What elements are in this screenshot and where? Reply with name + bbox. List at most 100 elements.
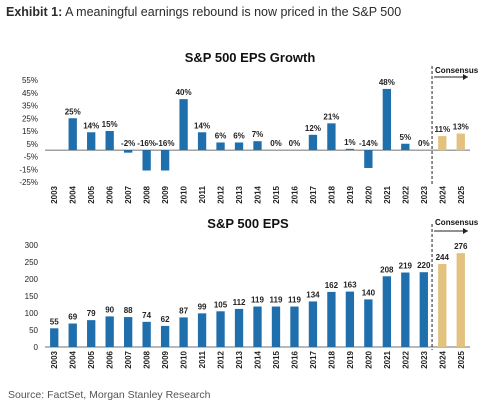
data-label-2010: 40% bbox=[176, 88, 192, 97]
data-label-2020: -14% bbox=[359, 139, 378, 148]
data-label-2018: 21% bbox=[323, 112, 339, 121]
exhibit-label: Exhibit 1: bbox=[6, 5, 63, 19]
data-label-2007: 88 bbox=[124, 306, 133, 315]
eps-growth-chart: S&P 500 EPS Growth 55% 45% 35% 25% 15% 5% -5% -1… bbox=[19, 50, 478, 204]
x-tick-label: 2012 bbox=[217, 185, 226, 203]
y-tick-label: 250 bbox=[25, 258, 39, 267]
source-note: Source: FactSet, Morgan Stanley Research bbox=[8, 389, 211, 401]
bar-2019 bbox=[345, 148, 355, 151]
data-label-2007: -2% bbox=[121, 139, 135, 148]
x-tick-label: 2009 bbox=[161, 185, 170, 203]
bar-2013 bbox=[234, 308, 244, 347]
y-tick-label: 5% bbox=[26, 140, 38, 149]
x-tick-label: 2013 bbox=[235, 185, 244, 203]
bar-2004 bbox=[68, 118, 77, 151]
consensus-arrowhead bbox=[463, 74, 468, 80]
y-tick-label: 45% bbox=[22, 89, 38, 98]
data-label-2021: 208 bbox=[380, 265, 394, 274]
data-label-2022: 5% bbox=[400, 133, 412, 142]
bar-2019 bbox=[345, 291, 355, 347]
bar-2025 bbox=[456, 253, 465, 347]
x-tick-label: 2004 bbox=[69, 185, 78, 203]
x-tick-label: 2017 bbox=[309, 350, 318, 368]
consensus-label: Consensus bbox=[435, 218, 479, 227]
bar-2016 bbox=[290, 306, 299, 347]
bar-2022 bbox=[401, 272, 410, 347]
data-label-2023: 220 bbox=[417, 261, 431, 270]
x-tick-label: 2010 bbox=[180, 350, 189, 368]
data-label-2005: 14% bbox=[83, 121, 99, 130]
data-label-2022: 219 bbox=[399, 262, 413, 271]
data-label-2003: 55 bbox=[50, 317, 59, 326]
y-tick-label: -25% bbox=[19, 178, 38, 187]
consensus-arrowhead bbox=[463, 228, 468, 234]
bar-2011 bbox=[197, 313, 207, 347]
bar-2005 bbox=[87, 320, 96, 347]
bar-2012 bbox=[216, 142, 225, 151]
x-tick-label: 2015 bbox=[272, 185, 281, 203]
bar-2006 bbox=[105, 131, 114, 151]
chart-title: S&P 500 EPS bbox=[207, 216, 289, 231]
x-tick-label: 2019 bbox=[346, 350, 355, 368]
data-label-2011: 14% bbox=[194, 121, 210, 130]
bar-2021 bbox=[382, 276, 392, 347]
data-label-2004: 69 bbox=[68, 313, 77, 322]
x-tick-label: 2007 bbox=[124, 185, 133, 203]
y-tick-label: 100 bbox=[25, 309, 39, 318]
x-tick-label: 2006 bbox=[106, 350, 115, 368]
data-label-2023: 0% bbox=[418, 139, 430, 148]
data-label-2009: -16% bbox=[156, 139, 175, 148]
data-label-2012: 6% bbox=[215, 131, 227, 140]
data-label-2005: 79 bbox=[87, 309, 96, 318]
x-tick-label: 2008 bbox=[143, 350, 152, 368]
data-label-2014: 119 bbox=[251, 296, 264, 305]
bar-2013 bbox=[234, 142, 244, 151]
bar-2007 bbox=[123, 317, 133, 347]
y-tick-label: 300 bbox=[25, 241, 39, 250]
data-label-2012: 105 bbox=[214, 300, 228, 309]
bar-2014 bbox=[253, 141, 262, 151]
x-tick-label: 2007 bbox=[124, 350, 133, 368]
x-tick-label: 2020 bbox=[364, 350, 373, 368]
data-label-2016: 0% bbox=[289, 139, 301, 148]
y-tick-label: -5% bbox=[24, 153, 38, 162]
x-tick-label: 2018 bbox=[327, 185, 336, 203]
bar-2006 bbox=[105, 316, 114, 347]
data-label-2016: 119 bbox=[288, 296, 301, 305]
chart-title: S&P 500 EPS Growth bbox=[185, 50, 316, 65]
y-tick-label: 50 bbox=[29, 326, 38, 335]
y-tick-label: 35% bbox=[22, 102, 38, 111]
bar-2008 bbox=[142, 321, 151, 347]
data-label-2024: 11% bbox=[434, 125, 450, 134]
x-tick-label: 2018 bbox=[327, 350, 336, 368]
data-label-2020: 140 bbox=[362, 288, 376, 297]
y-tick-label: 15% bbox=[22, 127, 38, 136]
x-tick-label: 2015 bbox=[272, 350, 281, 368]
x-tick-label: 2023 bbox=[420, 185, 429, 203]
x-tick-label: 2014 bbox=[254, 350, 263, 368]
x-tick-label: 2020 bbox=[364, 185, 373, 203]
x-tick-label: 2003 bbox=[50, 350, 59, 368]
y-tick-label: 200 bbox=[25, 275, 39, 284]
data-label-2025: 13% bbox=[453, 123, 469, 132]
x-tick-label: 2024 bbox=[438, 350, 447, 368]
x-tick-label: 2005 bbox=[87, 350, 96, 368]
data-label-2018: 162 bbox=[325, 281, 339, 290]
x-tick-label: 2024 bbox=[438, 185, 447, 203]
bar-2022 bbox=[401, 143, 410, 151]
y-tick-label: 0 bbox=[34, 343, 39, 352]
bar-2025 bbox=[456, 133, 465, 151]
data-label-2013: 6% bbox=[233, 131, 245, 140]
data-label-2017: 134 bbox=[306, 290, 320, 299]
y-tick-label: 55% bbox=[22, 76, 38, 85]
exhibit-text: A meaningful earnings rebound is now pri… bbox=[65, 5, 402, 19]
exhibit-title: Exhibit 1: A meaningful earnings rebound… bbox=[6, 5, 401, 19]
x-tick-label: 2016 bbox=[290, 185, 299, 203]
x-tick-label: 2011 bbox=[198, 185, 207, 203]
y-tick-label: -15% bbox=[19, 165, 38, 174]
data-label-2008: 74 bbox=[142, 311, 151, 320]
y-tick-label: 150 bbox=[25, 292, 39, 301]
x-tick-label: 2022 bbox=[401, 350, 410, 368]
x-tick-label: 2025 bbox=[457, 350, 466, 368]
